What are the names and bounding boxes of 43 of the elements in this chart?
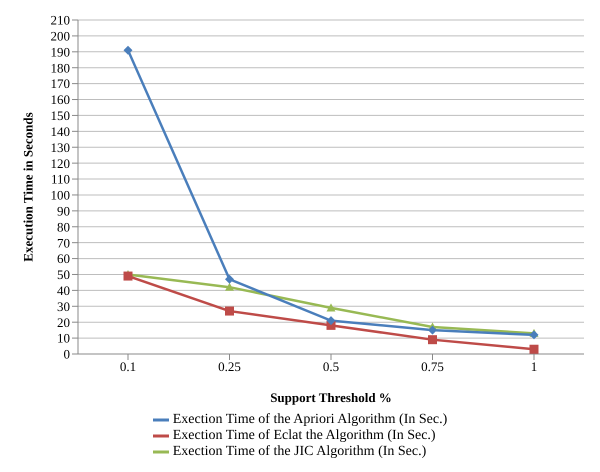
y-tick-label: 110 — [50, 172, 70, 187]
y-tick-label: 80 — [57, 219, 70, 234]
x-tick-label: 1 — [530, 359, 538, 374]
y-tick-label: 150 — [50, 108, 70, 124]
x-axis-title: Support Threshold % — [270, 390, 392, 405]
y-tick-label: 190 — [50, 44, 70, 60]
legend-label: Exection Time of the Apriori Algorithm (In Sec.) — [172, 412, 448, 428]
y-tick-label: 40 — [57, 282, 70, 298]
x-tick-label: 0.75 — [421, 359, 444, 374]
x-tick-label: 0.25 — [218, 359, 241, 374]
point — [225, 282, 234, 291]
point — [124, 272, 132, 281]
y-tick-label: 170 — [50, 76, 70, 92]
point — [428, 326, 437, 335]
point — [428, 335, 437, 344]
y-tick-label: 0 — [64, 346, 70, 362]
y-tick-label: 10 — [57, 330, 70, 346]
y-tick-label: 20 — [57, 314, 70, 330]
y-tick-label: 70 — [57, 235, 70, 250]
point — [530, 330, 538, 340]
y-tick-label: 50 — [57, 267, 70, 282]
y-tick-label: 100 — [50, 188, 70, 203]
point — [326, 316, 336, 326]
y-tick-label: 180 — [50, 60, 70, 76]
y-tick-label: 60 — [57, 251, 70, 266]
y-tick-label: 120 — [50, 156, 70, 171]
y-tick-label: 200 — [50, 28, 70, 44]
legend-label: Exection Time of Eclat the Algorithm (In Sec.) — [172, 428, 436, 444]
x-tick-label: 0.5 — [322, 359, 340, 374]
legend-label: Exection Time of the JIC Algorithm (In Sec.) — [172, 444, 426, 460]
point — [225, 306, 234, 316]
y-tick-label: 30 — [57, 298, 70, 314]
y-tick-label: 160 — [50, 92, 70, 108]
y-tick-label: 130 — [50, 140, 70, 155]
y-tick-label: 90 — [57, 203, 70, 218]
point — [124, 46, 132, 55]
x-tick-label: 0.1 — [120, 359, 136, 374]
point — [225, 274, 234, 284]
point — [530, 344, 538, 354]
y-tick-label: 210 — [50, 12, 70, 28]
y-tick-label: 140 — [50, 124, 70, 139]
y-axis-title: Execution Time in Seconds — [20, 112, 36, 262]
point — [326, 303, 336, 312]
